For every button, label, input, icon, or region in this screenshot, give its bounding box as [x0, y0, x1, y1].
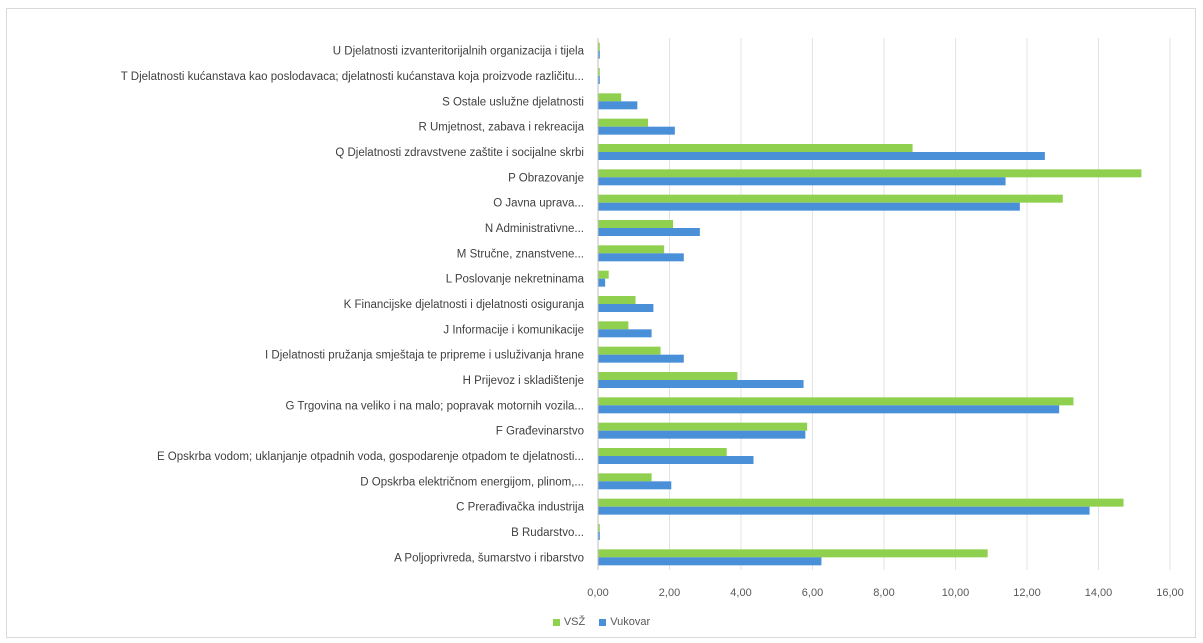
- bar-vukovar: [598, 405, 1060, 414]
- bar-vsz: [598, 473, 652, 482]
- x-tick-labels: 0,00 2,00 4,00 6,00 8,00 10,00 12,00 14,00 16,00: [587, 587, 1183, 599]
- bar-vsz: [598, 169, 1142, 178]
- bar-vsz: [598, 118, 649, 127]
- bar-vukovar: [598, 278, 606, 287]
- bar-vsz: [598, 372, 738, 380]
- category-label: H Prijevoz i skladištenje: [463, 375, 584, 387]
- category-label: K Financijske djelatnosti i djelatnosti …: [344, 299, 585, 311]
- bar-vsz: [598, 220, 674, 228]
- category-label: P Obrazovanje: [508, 172, 584, 184]
- bar-vsz: [598, 422, 808, 431]
- bar-vukovar: [598, 152, 1045, 160]
- category-label: T Djelatnosti kućanstava kao poslodavaca…: [121, 71, 584, 83]
- bar-vsz: [598, 524, 600, 532]
- bar-vsz: [598, 498, 1124, 507]
- bar-vukovar: [598, 430, 806, 439]
- x-tick-label: 8,00: [873, 587, 894, 599]
- bar-vukovar: [598, 304, 654, 312]
- bar-vsz: [598, 42, 600, 51]
- category-label: L Poslovanje nekretninama: [446, 274, 585, 286]
- legend-item-vsz: VSŽ: [552, 616, 586, 628]
- x-tick-label: 2,00: [659, 587, 680, 599]
- bar-vsz: [598, 144, 913, 152]
- bar-vsz: [598, 346, 661, 355]
- bar-vsz: [598, 194, 1063, 203]
- gridlines: [669, 38, 1171, 570]
- x-tick-label: 4,00: [730, 587, 751, 599]
- x-tick-label: 10,00: [942, 587, 970, 599]
- bar-vukovar: [598, 76, 600, 84]
- bar-vsz: [598, 68, 600, 76]
- category-label: N Administrativne...: [485, 223, 584, 235]
- x-tick-label: 6,00: [802, 587, 823, 599]
- category-label: U Djelatnosti izvanteritorijalnih organi…: [333, 46, 585, 58]
- bar-vsz: [598, 448, 727, 456]
- category-label: R Umjetnost, zabava i rekreacija: [418, 122, 584, 134]
- bars: [598, 42, 1142, 566]
- legend-label-vsz: VSŽ: [563, 616, 586, 628]
- bar-vsz: [598, 270, 609, 279]
- bar-vukovar: [598, 253, 684, 262]
- bar-vukovar: [598, 481, 672, 490]
- category-label: C Prerađivačka industrija: [456, 502, 584, 514]
- bar-vsz: [598, 549, 988, 558]
- category-label: F Građevinarstvo: [496, 426, 584, 438]
- bar-vsz: [598, 245, 665, 254]
- bar-vukovar: [598, 228, 700, 236]
- bar-vukovar: [598, 329, 652, 338]
- x-tick-label: 14,00: [1085, 587, 1113, 599]
- category-label: A Poljoprivreda, šumarstvo i ribarstvo: [394, 552, 584, 564]
- category-labels: U Djelatnosti izvanteritorijalnih organi…: [121, 46, 585, 565]
- category-label: O Javna uprava...: [493, 198, 584, 210]
- bar-vukovar: [598, 50, 600, 59]
- bar-vukovar: [598, 177, 1006, 186]
- category-label: M Stručne, znanstvene...: [457, 248, 584, 260]
- x-tick-label: 16,00: [1156, 587, 1184, 599]
- legend-item-vukovar: Vukovar: [599, 616, 650, 628]
- legend: VSŽ Vukovar: [0, 616, 1203, 628]
- category-label: Q Djelatnosti zdravstvene zaštite i soci…: [335, 147, 584, 159]
- category-label: J Informacije i komunikacije: [443, 324, 584, 336]
- category-label: I Djelatnosti pružanja smještaja te prip…: [265, 350, 584, 362]
- bar-vukovar: [598, 202, 1020, 211]
- bar-vukovar: [598, 506, 1090, 515]
- legend-swatch-vukovar: [599, 618, 607, 626]
- category-label: B Rudarstvo...: [511, 527, 584, 539]
- legend-label-vukovar: Vukovar: [610, 616, 651, 628]
- category-label: E Opskrba vodom; uklanjanje otpadnih vod…: [157, 451, 584, 463]
- bar-vukovar: [598, 456, 754, 464]
- bar-vsz: [598, 321, 629, 330]
- bar-vsz: [598, 93, 622, 102]
- bar-vukovar: [598, 354, 684, 363]
- bar-vukovar: [598, 532, 600, 540]
- category-label: S Ostale uslužne djelatnosti: [442, 96, 584, 108]
- legend-swatch-vsz: [552, 618, 560, 626]
- bar-vukovar: [598, 380, 804, 388]
- category-label: D Opskrba električnom energijom, plinom,…: [360, 476, 584, 488]
- x-tick-label: 12,00: [1013, 587, 1041, 599]
- bar-vsz: [598, 397, 1074, 406]
- x-tick-label: 0,00: [587, 587, 608, 599]
- bar-vukovar: [598, 126, 675, 135]
- category-label: G Trgovina na veliko i na malo; popravak…: [285, 400, 584, 412]
- bar-vukovar: [598, 557, 822, 566]
- bar-vukovar: [598, 101, 638, 110]
- bar-vsz: [598, 296, 636, 304]
